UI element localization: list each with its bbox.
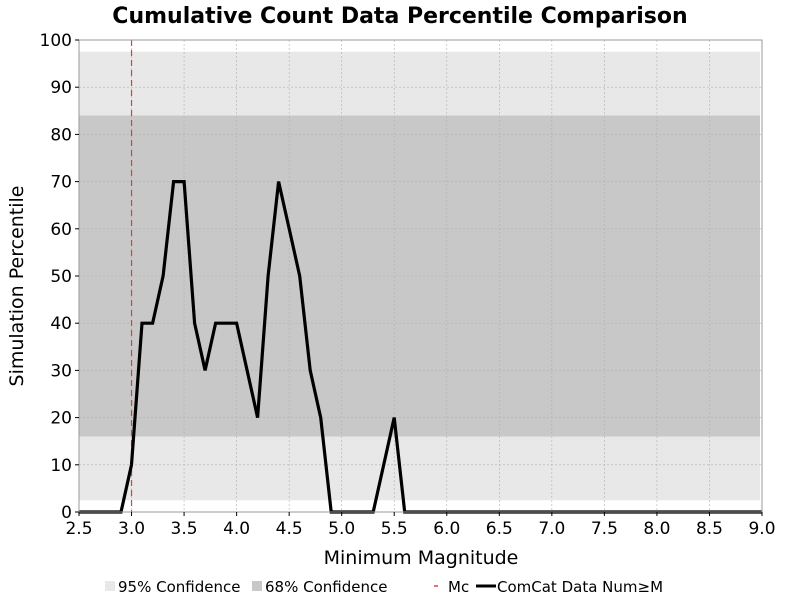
legend: 95% Confidence 68% Confidence Mc ComCat … [105, 578, 663, 596]
x-tick-label: 5.0 [328, 519, 355, 539]
x-tick-label: 7.5 [591, 519, 618, 539]
y-tick-label: 10 [50, 456, 72, 476]
y-tick-label: 80 [50, 125, 72, 145]
legend-swatch-68 [252, 581, 262, 591]
x-tick-label: 4.0 [223, 519, 250, 539]
x-tick-label: 4.5 [276, 519, 303, 539]
x-axis-ticks: 2.5 3.0 3.5 4.0 4.5 5.0 5.5 6.0 6.5 7.0 7.5 8.0 8.5 9… [65, 512, 776, 539]
y-tick-label: 30 [50, 361, 72, 381]
x-tick-label: 8.0 [643, 519, 670, 539]
y-tick-label: 0 [61, 503, 72, 523]
legend-swatch-95 [105, 581, 115, 591]
x-tick-label: 5.5 [381, 519, 408, 539]
x-tick-label: 9.0 [748, 519, 775, 539]
legend-label-95: 95% Confidence [118, 578, 240, 596]
x-tick-label: 7.0 [538, 519, 565, 539]
y-tick-label: 20 [50, 409, 72, 429]
y-axis-label: Simulation Percentile [6, 186, 28, 387]
legend-label-comcat: ComCat Data Num≥M [497, 578, 663, 596]
legend-label-68: 68% Confidence [265, 578, 387, 596]
x-tick-label: 6.0 [433, 519, 460, 539]
y-tick-label: 70 [50, 173, 72, 193]
x-tick-label: 3.5 [171, 519, 198, 539]
chart-title: Cumulative Count Data Percentile Compari… [112, 4, 687, 29]
x-tick-label: 8.5 [696, 519, 723, 539]
y-axis-ticks: 0 10 20 30 40 50 60 70 80 90 100 [40, 31, 79, 523]
y-tick-label: 60 [50, 220, 72, 240]
x-axis-label: Minimum Magnitude [324, 547, 519, 569]
x-tick-label: 2.5 [65, 519, 92, 539]
y-tick-label: 90 [50, 78, 72, 98]
y-tick-label: 40 [50, 314, 72, 334]
y-tick-label: 50 [50, 267, 72, 287]
x-tick-label: 6.5 [486, 519, 513, 539]
y-tick-label: 100 [40, 31, 72, 51]
legend-label-mc: Mc [448, 578, 469, 596]
x-tick-label: 3.0 [118, 519, 145, 539]
